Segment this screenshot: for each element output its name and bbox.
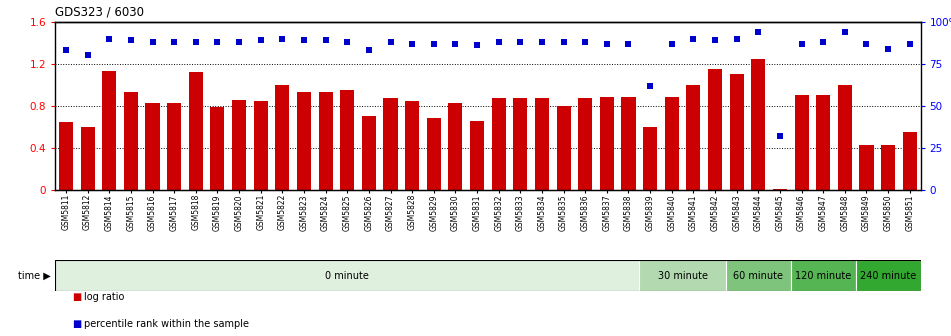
- Text: 60 minute: 60 minute: [733, 270, 784, 281]
- Bar: [297, 92, 311, 190]
- Bar: [860, 145, 874, 190]
- Bar: [621, 97, 635, 190]
- Bar: [383, 98, 398, 190]
- Point: [491, 39, 506, 45]
- Text: 0 minute: 0 minute: [325, 270, 369, 281]
- Point: [643, 83, 658, 88]
- Bar: [81, 127, 95, 190]
- Point: [231, 39, 246, 45]
- Bar: [514, 98, 528, 190]
- Point: [58, 48, 73, 53]
- Point: [599, 41, 614, 46]
- Point: [816, 39, 831, 45]
- Point: [664, 41, 679, 46]
- Bar: [816, 95, 830, 190]
- Point: [881, 46, 896, 51]
- Bar: [726, 260, 791, 291]
- Point: [513, 39, 528, 45]
- Bar: [790, 260, 856, 291]
- Bar: [124, 92, 138, 190]
- Point: [470, 43, 485, 48]
- Point: [145, 39, 160, 45]
- Point: [772, 133, 787, 139]
- Bar: [643, 127, 657, 190]
- Point: [837, 29, 852, 35]
- Bar: [751, 58, 766, 190]
- Bar: [55, 260, 639, 291]
- Bar: [556, 106, 571, 190]
- Point: [708, 38, 723, 43]
- Point: [102, 36, 117, 41]
- Bar: [665, 97, 679, 190]
- Text: log ratio: log ratio: [84, 292, 124, 302]
- Bar: [534, 98, 549, 190]
- Point: [80, 53, 95, 58]
- Text: ■: ■: [72, 319, 82, 329]
- Point: [448, 41, 463, 46]
- Bar: [794, 95, 808, 190]
- Bar: [708, 69, 722, 190]
- Point: [686, 36, 701, 41]
- Point: [253, 38, 268, 43]
- Text: ■: ■: [72, 292, 82, 302]
- Point: [621, 41, 636, 46]
- Point: [166, 39, 182, 45]
- Point: [534, 39, 550, 45]
- Point: [577, 39, 592, 45]
- Bar: [470, 121, 484, 190]
- Text: percentile rank within the sample: percentile rank within the sample: [84, 319, 249, 329]
- Point: [188, 39, 204, 45]
- Point: [340, 39, 355, 45]
- Point: [318, 38, 333, 43]
- Bar: [146, 103, 160, 190]
- Point: [750, 29, 766, 35]
- Bar: [856, 260, 921, 291]
- Bar: [210, 107, 224, 190]
- Bar: [232, 99, 246, 190]
- Point: [556, 39, 572, 45]
- Bar: [578, 98, 592, 190]
- Text: 240 minute: 240 minute: [860, 270, 916, 281]
- Point: [426, 41, 441, 46]
- Point: [297, 38, 312, 43]
- Bar: [102, 71, 116, 190]
- Bar: [254, 100, 268, 190]
- Bar: [773, 189, 787, 190]
- Point: [275, 36, 290, 41]
- Point: [404, 41, 419, 46]
- Point: [902, 41, 918, 46]
- Bar: [167, 103, 182, 190]
- Bar: [902, 132, 917, 190]
- Text: GDS323 / 6030: GDS323 / 6030: [55, 5, 145, 18]
- Point: [124, 38, 139, 43]
- Bar: [687, 85, 701, 190]
- Point: [794, 41, 809, 46]
- Text: 30 minute: 30 minute: [657, 270, 708, 281]
- Bar: [275, 85, 289, 190]
- Bar: [361, 116, 376, 190]
- Bar: [427, 119, 441, 190]
- Bar: [319, 92, 333, 190]
- Bar: [729, 74, 744, 190]
- Point: [383, 39, 398, 45]
- Bar: [340, 90, 355, 190]
- Point: [859, 41, 874, 46]
- Bar: [838, 85, 852, 190]
- Bar: [405, 100, 419, 190]
- Bar: [188, 72, 203, 190]
- Point: [361, 48, 377, 53]
- Bar: [639, 260, 726, 291]
- Bar: [59, 122, 73, 190]
- Text: time ▶: time ▶: [18, 270, 50, 281]
- Point: [210, 39, 225, 45]
- Text: 120 minute: 120 minute: [795, 270, 851, 281]
- Bar: [600, 97, 614, 190]
- Point: [729, 36, 745, 41]
- Bar: [881, 145, 895, 190]
- Bar: [448, 103, 462, 190]
- Bar: [492, 98, 506, 190]
